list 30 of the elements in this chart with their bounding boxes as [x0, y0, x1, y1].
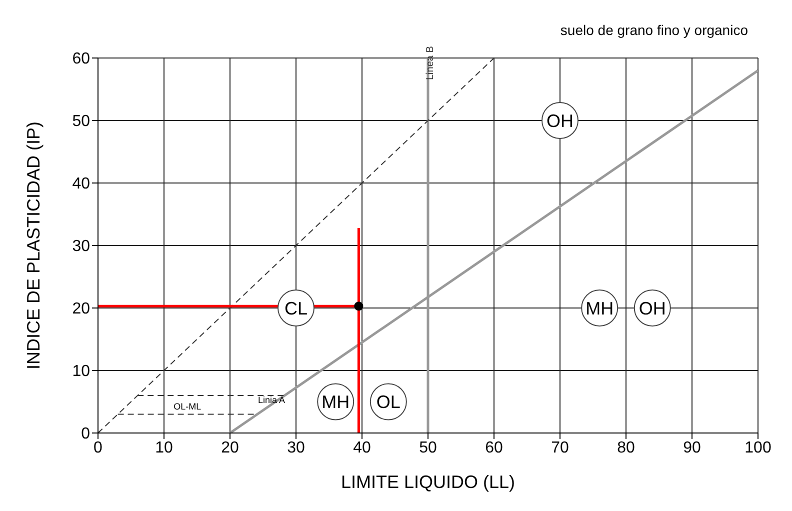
y-tick-label: 40: [72, 176, 90, 193]
x-tick-label: 30: [287, 439, 305, 456]
x-tick-label: 70: [551, 439, 569, 456]
y-tick-label: 60: [72, 50, 90, 68]
x-tick-label: 100: [744, 439, 772, 456]
chart-title: suelo de grano fino y organico: [560, 22, 748, 38]
annotation: OH: [638, 298, 666, 318]
y-tick-label: 10: [72, 363, 90, 380]
y-tick-label: 30: [72, 238, 90, 256]
ref-line-label: Linea B: [425, 46, 436, 80]
annotation: OH: [546, 110, 574, 131]
y-tick-label: 20: [72, 300, 90, 318]
x-tick-label: 10: [155, 439, 173, 456]
x-tick-label: 90: [683, 439, 701, 456]
annotation: OL: [376, 392, 400, 412]
y-tick-label: 0: [81, 426, 90, 443]
y-tick-label: 50: [72, 113, 90, 130]
x-tick-label: 40: [353, 439, 371, 456]
series-label: OL-ML: [174, 402, 202, 412]
annotation: MH: [322, 392, 350, 412]
x-tick-label: 20: [221, 439, 239, 456]
annotation: MH: [586, 298, 614, 318]
x-tick-label: 80: [617, 439, 635, 456]
x-tick-label: 60: [485, 439, 503, 456]
series-label: Linia A: [258, 395, 286, 405]
y-axis-title: INDICE DE PLASTICIDAD (IP): [23, 121, 44, 370]
x-tick-label: 0: [94, 439, 103, 456]
x-axis-title: LIMITE LIQUIDO (LL): [340, 472, 516, 492]
annotation: CL: [284, 298, 308, 318]
x-tick-label: 50: [419, 439, 437, 456]
